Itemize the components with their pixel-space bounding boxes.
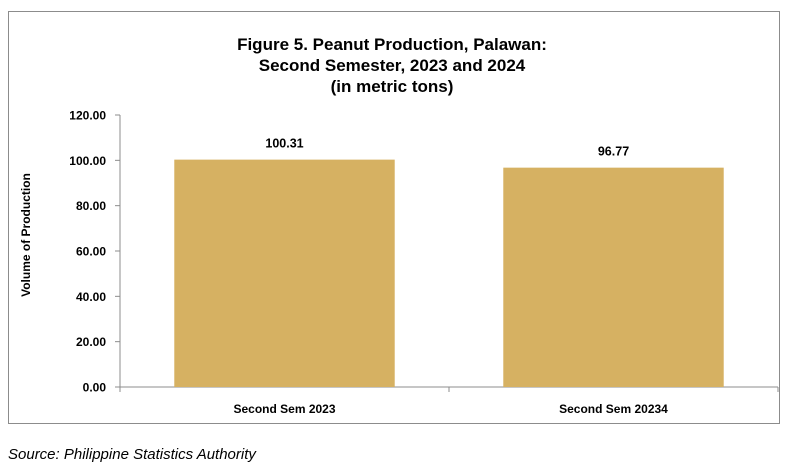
y-tick-label: 40.00: [76, 290, 106, 304]
data-label: 96.77: [598, 145, 629, 159]
y-tick-label: 60.00: [76, 245, 106, 259]
chart-title-line-1: Figure 5. Peanut Production, Palawan:: [237, 35, 547, 54]
y-tick-label: 80.00: [76, 199, 106, 213]
y-tick-label: 0.00: [83, 381, 107, 395]
chart-title: Figure 5. Peanut Production, Palawan: Se…: [9, 34, 775, 97]
source-note: Source: Philippine Statistics Authority: [8, 446, 256, 463]
chart-title-line-2: Second Semester, 2023 and 2024: [258, 56, 526, 75]
y-tick-label: 120.00: [69, 109, 106, 123]
y-tick-label: 100.00: [69, 154, 106, 168]
y-tick-label: 20.00: [76, 335, 106, 349]
y-axis-title: Volume of Production: [19, 173, 33, 297]
x-category-label: Second Sem 2023: [233, 402, 335, 416]
data-label: 100.31: [265, 137, 303, 151]
chart-title-line-3: (in metric tons): [330, 77, 454, 96]
bar: [174, 159, 395, 387]
x-category-label: Second Sem 20234: [559, 402, 668, 416]
bar: [503, 167, 724, 387]
